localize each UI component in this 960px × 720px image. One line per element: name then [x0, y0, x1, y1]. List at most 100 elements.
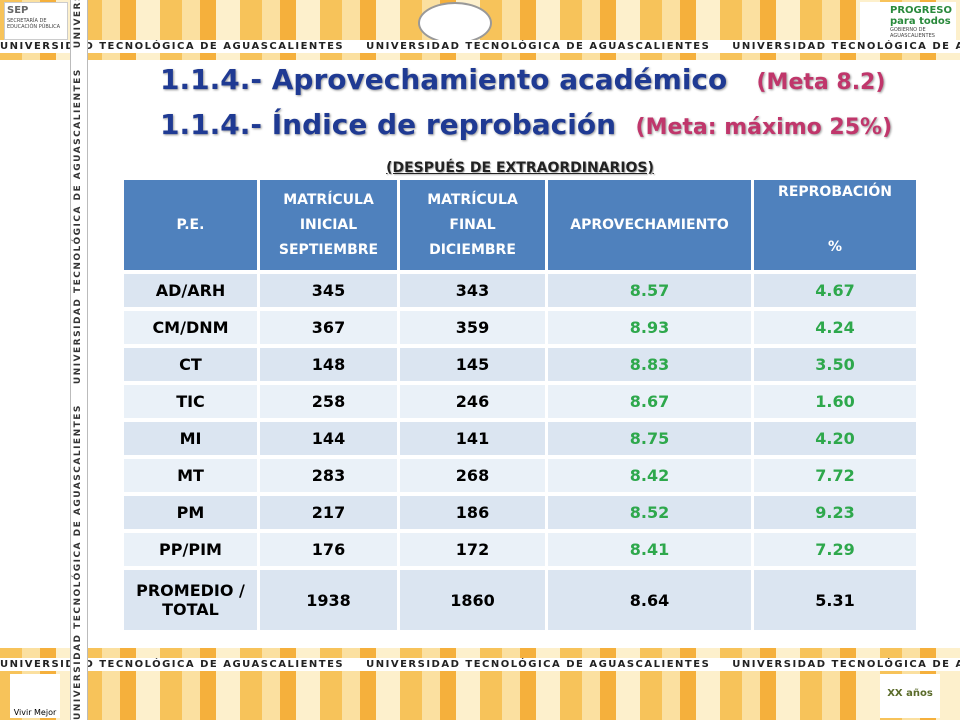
cell: 4.24	[754, 311, 916, 344]
cell: MT	[124, 459, 257, 492]
top-banner: UNIVERSIDAD TECNOLÓGICA DE AGUASCALIENTE…	[0, 40, 960, 53]
cell: TIC	[124, 385, 257, 418]
cell: 148	[260, 348, 397, 381]
cell: 367	[260, 311, 397, 344]
side-text: UNIVERSIDAD TECNOLÓGICA DE AGUASCALIENTE…	[73, 0, 83, 720]
cell: 8.67	[548, 385, 751, 418]
cell: 345	[260, 274, 397, 307]
header-text: %	[827, 239, 843, 255]
cell: 8.41	[548, 533, 751, 566]
title-1: 1.1.4.- Aprovechamiento académico (Meta …	[160, 63, 885, 96]
cell: PM	[124, 496, 257, 529]
bottom-pattern2	[0, 648, 960, 658]
table-row: TIC 258 246 8.67 1.60	[124, 385, 916, 418]
progreso-logo: PROGRESO para todos GOBIERNO DE AGUASCAL…	[860, 2, 956, 40]
cell: 8.83	[548, 348, 751, 381]
cell: 359	[400, 311, 545, 344]
table-row: MT 283 268 8.42 7.72	[124, 459, 916, 492]
progreso-text: PROGRESO para todos	[890, 5, 952, 27]
side-banner-text: UNIVERSIDAD TECNOLÓGICA DE AGUASCALIENTE…	[73, 68, 83, 385]
bottom-banner: UNIVERSIDAD TECNOLÓGICA DE AGUASCALIENTE…	[0, 658, 960, 671]
table-row: CM/DNM 367 359 8.93 4.24	[124, 311, 916, 344]
total-label: PROMEDIO /	[136, 581, 245, 600]
title-line2: 1.1.4.- Índice de reprobación	[160, 108, 617, 141]
sep-sub: SECRETARÍA DE EDUCACIÓN PÚBLICA	[7, 18, 61, 30]
cell: 258	[260, 385, 397, 418]
cell: CT	[124, 348, 257, 381]
header-text: APROVECHAMIENTO	[570, 216, 729, 233]
cell: PP/PIM	[124, 533, 257, 566]
xx-logo: XX años	[880, 674, 940, 718]
cell: MI	[124, 422, 257, 455]
side-strip: UNIVERSIDAD TECNOLÓGICA DE AGUASCALIENTE…	[70, 0, 88, 720]
cell: 8.93	[548, 311, 751, 344]
banner-text: UNIVERSIDAD TECNOLÓGICA DE AGUASCALIENTE…	[0, 659, 345, 670]
cell: 1860	[400, 570, 545, 630]
gobierno-text: GOBIERNO DE AGUASCALIENTES	[890, 27, 935, 39]
cell: 7.72	[754, 459, 916, 492]
cell: CM/DNM	[124, 311, 257, 344]
total-row: PROMEDIO / TOTAL 1938 1860 8.64 5.31	[124, 570, 916, 630]
header-text: REPROBACIÓN	[778, 184, 892, 200]
header-cell: REPROBACIÓN%	[754, 180, 916, 270]
table-row: CT 148 145 8.83 3.50	[124, 348, 916, 381]
cell: 4.67	[754, 274, 916, 307]
table-row: PM 217 186 8.52 9.23	[124, 496, 916, 529]
cell: 186	[400, 496, 545, 529]
cell: 1.60	[754, 385, 916, 418]
table-row: MI 144 141 8.75 4.20	[124, 422, 916, 455]
header-row: P.E. MATRÍCULA INICIAL SEPTIEMBRE MATRÍCULA F…	[124, 180, 916, 270]
cell: 246	[400, 385, 545, 418]
header-text: SEPTIEMBRE	[278, 241, 379, 258]
cell: 9.23	[754, 496, 916, 529]
cell: 141	[400, 422, 545, 455]
subtitle: (DESPUÉS DE EXTRAORDINARIOS)	[386, 160, 654, 176]
cell: 7.29	[754, 533, 916, 566]
title-line1: 1.1.4.- Aprovechamiento académico	[160, 63, 728, 96]
banner-text: UNIVERSIDAD TECNOLÓGICA DE AGUASCALIENTE…	[732, 41, 960, 52]
cell: 145	[400, 348, 545, 381]
top-pattern2	[0, 53, 960, 60]
title-meta1: (Meta 8.2)	[756, 70, 886, 95]
header-cell: MATRÍCULA FINAL DICIEMBRE	[400, 180, 545, 270]
table-row: PP/PIM 176 172 8.41 7.29	[124, 533, 916, 566]
cell: 5.31	[754, 570, 916, 630]
table: P.E. MATRÍCULA INICIAL SEPTIEMBRE MATRÍCULA F…	[121, 176, 919, 634]
cell: 8.42	[548, 459, 751, 492]
table-row: AD/ARH 345 343 8.57 4.67	[124, 274, 916, 307]
total-label: TOTAL	[162, 600, 219, 619]
header-text: INICIAL	[299, 216, 358, 233]
title-meta2: (Meta: máximo 25%)	[635, 115, 893, 140]
cell: 268	[400, 459, 545, 492]
cell: 172	[400, 533, 545, 566]
header-cell: MATRÍCULA INICIAL SEPTIEMBRE	[260, 180, 397, 270]
cell: 8.57	[548, 274, 751, 307]
cell: 1938	[260, 570, 397, 630]
header-text: FINAL	[449, 216, 496, 233]
cell: 8.75	[548, 422, 751, 455]
side-banner-text: UNIVERSIDAD TECNOLÓGICA DE AGUASCALIENTE…	[73, 404, 83, 720]
cell: AD/ARH	[124, 274, 257, 307]
banner-text: UNIVERSIDAD TECNOLÓGICA DE AGUASCALIENTE…	[366, 41, 711, 52]
title-2: 1.1.4.- Índice de reprobación (Meta: máx…	[160, 108, 892, 141]
side-banner-text: UNIVERSIDAD TECNOLÓGICA DE AGUASCALIENTE…	[73, 0, 83, 48]
cell: 4.20	[754, 422, 916, 455]
cell: 283	[260, 459, 397, 492]
header-text: DICIEMBRE	[429, 241, 516, 258]
cell: 144	[260, 422, 397, 455]
cell: 8.52	[548, 496, 751, 529]
header-cell: P.E.	[124, 180, 257, 270]
header-text: P.E.	[176, 216, 205, 233]
header-text: MATRÍCULA	[427, 191, 518, 208]
bottom-pattern	[0, 671, 960, 720]
cell: 343	[400, 274, 545, 307]
sep-logo: SEP SECRETARÍA DE EDUCACIÓN PÚBLICA	[4, 2, 68, 40]
cell: 3.50	[754, 348, 916, 381]
header-text: MATRÍCULA	[283, 191, 374, 208]
ut-seal	[418, 2, 492, 44]
banner-text: UNIVERSIDAD TECNOLÓGICA DE AGUASCALIENTE…	[0, 41, 345, 52]
banner-text: UNIVERSIDAD TECNOLÓGICA DE AGUASCALIENTE…	[366, 659, 711, 670]
cell: 217	[260, 496, 397, 529]
header-cell: APROVECHAMIENTO	[548, 180, 751, 270]
